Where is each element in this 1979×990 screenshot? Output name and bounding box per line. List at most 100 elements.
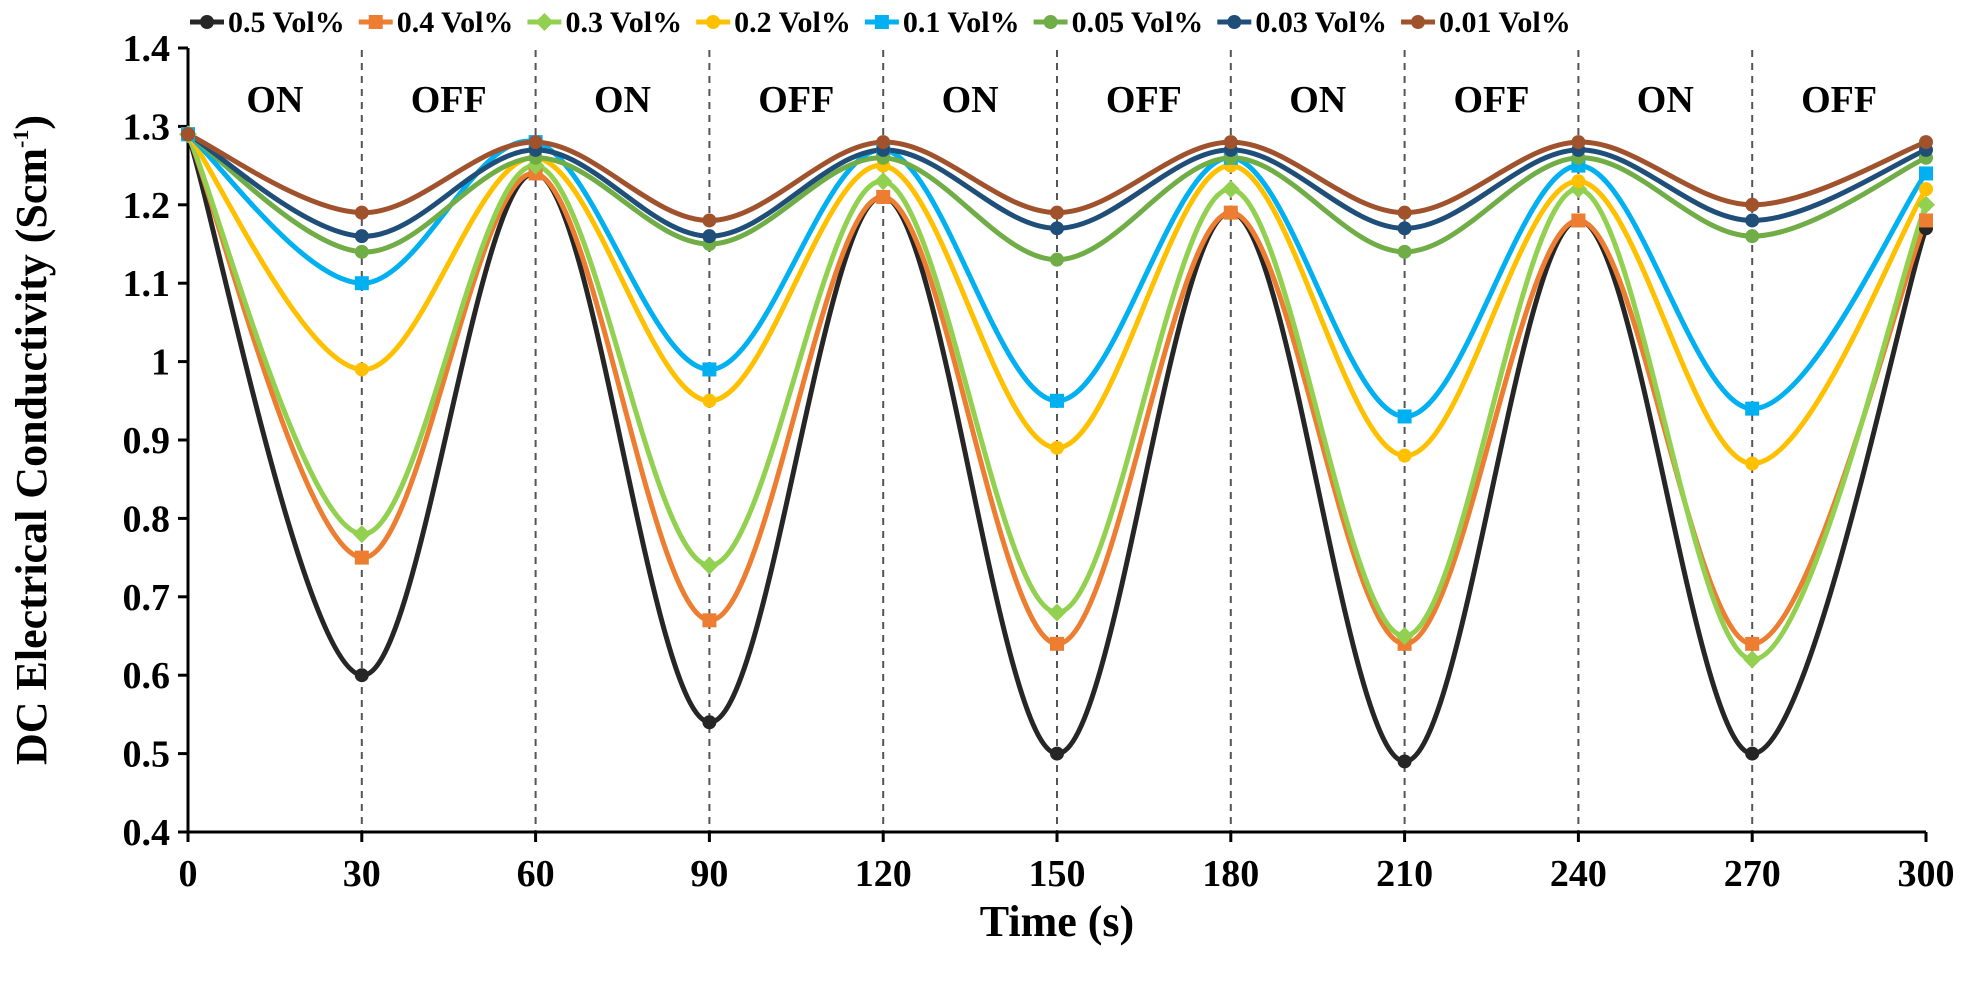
x-tick-label: 120 <box>855 853 912 895</box>
y-tick-label: 1.3 <box>123 106 171 148</box>
data-point <box>700 556 719 575</box>
x-tick-label: 0 <box>179 853 198 895</box>
data-point <box>702 393 717 408</box>
data-point <box>1745 636 1760 651</box>
legend-swatch-marker <box>535 13 554 31</box>
series-markers <box>179 125 1935 769</box>
legend-entry-label: 0.4 Vol% <box>397 6 514 39</box>
x-tick-label: 210 <box>1376 853 1433 895</box>
y-tick-label: 0.7 <box>123 577 171 619</box>
data-point <box>1395 627 1414 645</box>
phase-label: ON <box>246 79 303 121</box>
legend-swatch-marker <box>874 15 889 29</box>
data-point <box>354 205 369 220</box>
legend-swatch-marker <box>1227 15 1242 29</box>
legend-swatch-marker <box>706 15 721 29</box>
data-point <box>1919 166 1933 181</box>
x-tick-label: 90 <box>690 853 728 895</box>
legend-entry-label: 0.5 Vol% <box>228 6 345 39</box>
y-tick-label: 0.6 <box>123 655 171 697</box>
x-tick-label: 270 <box>1724 853 1781 895</box>
data-point <box>1221 180 1240 199</box>
data-point <box>354 668 369 683</box>
x-tick-label: 60 <box>517 853 555 895</box>
y-tick-label: 0.5 <box>123 734 171 776</box>
phase-label: ON <box>1289 79 1346 121</box>
data-point <box>1397 205 1412 220</box>
y-axis-title-close: ) <box>7 115 56 130</box>
y-axis-title-superscript: -1 <box>8 130 33 148</box>
data-point <box>1917 195 1935 214</box>
data-point <box>1050 440 1064 455</box>
y-tick-label: 0.9 <box>123 420 171 462</box>
legend-swatch-marker <box>1043 15 1058 29</box>
y-tick-label: 0.8 <box>123 498 171 540</box>
legend-entry-label: 0.3 Vol% <box>565 6 682 39</box>
data-point <box>702 613 717 628</box>
y-axis-title: DC Electrical Conductivity (Scm-1) <box>7 115 56 765</box>
data-point <box>1745 746 1760 761</box>
data-point <box>1571 213 1586 228</box>
phase-label: OFF <box>1801 79 1877 121</box>
legend-swatch-marker <box>1411 15 1426 29</box>
y-tick-label: 1.4 <box>123 28 171 70</box>
data-point <box>1571 174 1586 189</box>
data-point <box>876 189 891 204</box>
data-point <box>1745 401 1760 416</box>
x-axis-title: Time (s) <box>980 897 1134 946</box>
y-tick-label: 1 <box>151 342 170 384</box>
phase-labels: ON OFF ON OFF ON OFF ON OFF ON OFF <box>246 79 1877 121</box>
series-line-0-2-vol <box>185 131 1929 467</box>
data-point <box>1397 409 1412 424</box>
series-line-0-3-vol <box>185 131 1929 663</box>
data-point <box>874 172 893 191</box>
data-point <box>876 135 891 150</box>
data-point <box>354 276 369 291</box>
data-point <box>1919 213 1933 228</box>
data-point <box>702 213 717 228</box>
legend-swatch-marker <box>200 15 214 29</box>
data-point <box>1743 650 1762 669</box>
y-tick-label: 1.1 <box>123 263 171 305</box>
x-tick-label: 240 <box>1550 853 1607 895</box>
data-point <box>1397 754 1412 769</box>
data-point <box>1050 746 1064 761</box>
phase-label: OFF <box>411 79 487 121</box>
data-point <box>1223 205 1238 220</box>
y-axis-title-main: DC Electrical Conductivity (Scm <box>7 148 56 765</box>
data-point <box>1050 221 1064 236</box>
data-point <box>1050 393 1064 408</box>
data-point <box>354 244 369 259</box>
phase-label: OFF <box>758 79 834 121</box>
data-point <box>1397 448 1412 463</box>
x-tick-label: 30 <box>343 853 381 895</box>
data-point <box>1571 135 1586 150</box>
data-point <box>1745 197 1760 212</box>
data-point <box>354 229 369 244</box>
data-point <box>1223 135 1238 150</box>
data-point <box>1050 636 1064 651</box>
data-point <box>702 715 717 730</box>
y-axis-ticks: 0.4 0.5 0.6 0.7 0.8 0.9 1 1.1 1.2 1.3 1.4 <box>123 28 188 854</box>
legend-entry-label: 0.03 Vol% <box>1255 6 1387 39</box>
x-tick-label: 150 <box>1029 853 1086 895</box>
data-point <box>702 362 717 377</box>
y-tick-label: 0.4 <box>123 812 171 854</box>
data-point <box>181 127 195 142</box>
x-axis-ticks: 0 30 60 90 120 150 180 210 240 270 300 <box>179 832 1955 895</box>
x-tick-label: 180 <box>1202 853 1259 895</box>
legend-entry-label: 0.1 Vol% <box>903 6 1020 39</box>
data-point <box>1050 205 1064 220</box>
phase-label: ON <box>942 79 999 121</box>
data-point <box>1919 182 1933 197</box>
data-point <box>352 525 371 544</box>
data-point <box>1050 252 1064 267</box>
phase-label: OFF <box>1454 79 1530 121</box>
phase-label: OFF <box>1106 79 1182 121</box>
data-point <box>1397 221 1412 236</box>
legend-entry-label: 0.05 Vol% <box>1072 6 1204 39</box>
data-point <box>354 550 369 565</box>
phase-label: ON <box>1637 79 1694 121</box>
data-point <box>1745 456 1760 471</box>
